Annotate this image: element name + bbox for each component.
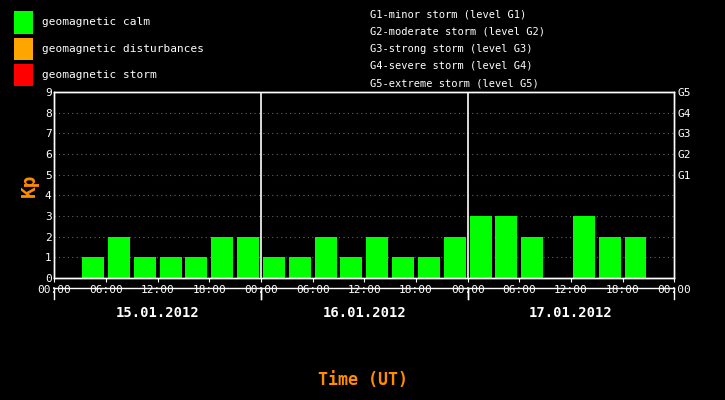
- Text: G3-strong storm (level G3): G3-strong storm (level G3): [370, 44, 532, 54]
- Text: 16.01.2012: 16.01.2012: [323, 306, 406, 320]
- Text: Time (UT): Time (UT): [318, 371, 407, 389]
- Bar: [14, 64, 33, 86]
- Bar: [237, 237, 259, 278]
- Bar: [263, 257, 285, 278]
- Bar: [186, 257, 207, 278]
- Bar: [444, 237, 465, 278]
- Text: geomagnetic storm: geomagnetic storm: [42, 70, 157, 80]
- Text: G5-extreme storm (level G5): G5-extreme storm (level G5): [370, 78, 539, 88]
- Bar: [392, 257, 414, 278]
- Text: 17.01.2012: 17.01.2012: [529, 306, 613, 320]
- Bar: [521, 237, 543, 278]
- Text: 15.01.2012: 15.01.2012: [116, 306, 199, 320]
- Bar: [82, 257, 104, 278]
- Bar: [573, 216, 594, 278]
- Text: G1-minor storm (level G1): G1-minor storm (level G1): [370, 9, 526, 19]
- Bar: [108, 237, 130, 278]
- Bar: [341, 257, 362, 278]
- Bar: [160, 257, 181, 278]
- Bar: [624, 237, 647, 278]
- Bar: [14, 11, 33, 34]
- Bar: [134, 257, 156, 278]
- Bar: [211, 237, 233, 278]
- Bar: [289, 257, 311, 278]
- Bar: [418, 257, 440, 278]
- Bar: [495, 216, 518, 278]
- Y-axis label: Kp: Kp: [20, 173, 39, 197]
- Text: geomagnetic calm: geomagnetic calm: [42, 17, 150, 27]
- Bar: [470, 216, 492, 278]
- Text: G4-severe storm (level G4): G4-severe storm (level G4): [370, 61, 532, 71]
- Text: geomagnetic disturbances: geomagnetic disturbances: [42, 44, 204, 54]
- Bar: [599, 237, 621, 278]
- Bar: [366, 237, 388, 278]
- Text: G2-moderate storm (level G2): G2-moderate storm (level G2): [370, 26, 544, 37]
- Bar: [315, 237, 336, 278]
- Bar: [14, 38, 33, 60]
